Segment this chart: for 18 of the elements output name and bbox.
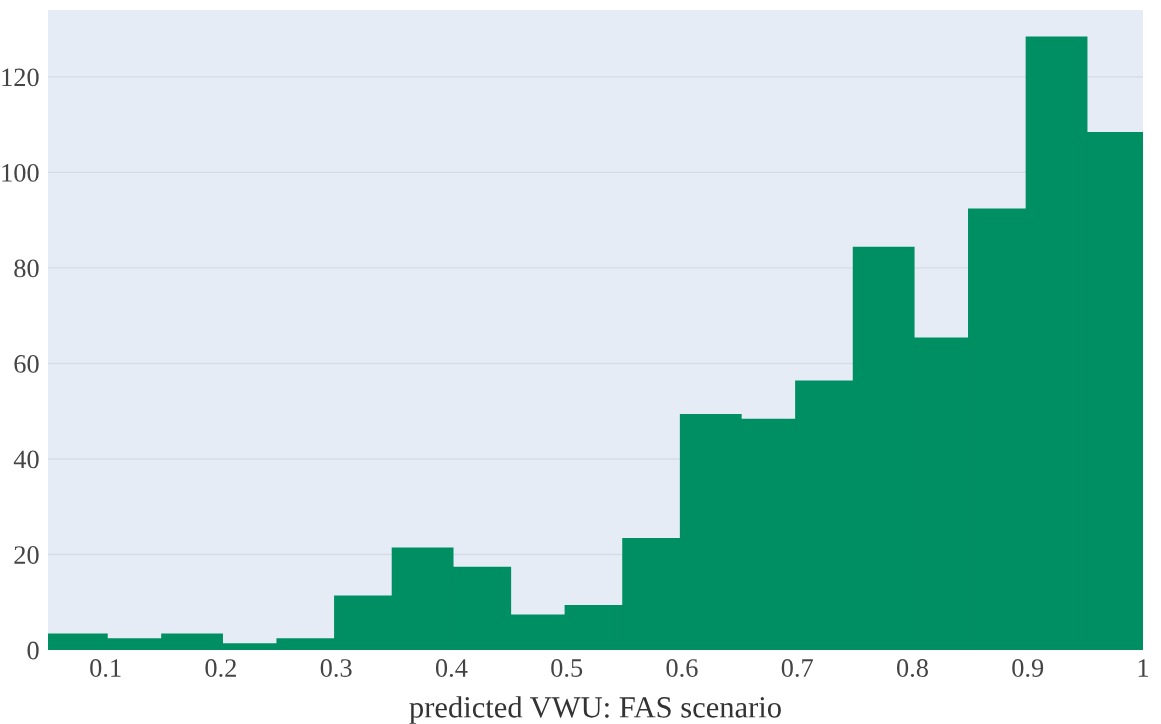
x-tick-label: 0.4 bbox=[435, 659, 468, 678]
x-tick-label: 0.8 bbox=[896, 659, 928, 678]
x-tick-label: 0.7 bbox=[781, 659, 813, 678]
y-tick-label: 80 bbox=[14, 259, 39, 278]
x-tick-label: 0.2 bbox=[205, 659, 236, 678]
x-tick-label: 0.5 bbox=[551, 659, 583, 678]
y-tick-label: 0 bbox=[27, 641, 39, 660]
x-axis-title: predicted VWU: FAS scenario bbox=[409, 696, 781, 724]
x-tick-label: 1 bbox=[1138, 659, 1149, 677]
x-tick-label: 0.1 bbox=[90, 659, 121, 678]
y-tick-label: 100 bbox=[2, 164, 39, 182]
y-tick-label: 20 bbox=[14, 546, 39, 564]
x-tick-label: 0.9 bbox=[1012, 659, 1044, 678]
y-tick-label: 120 bbox=[2, 68, 39, 87]
x-tick-label: 0.3 bbox=[320, 659, 352, 678]
y-tick-label: 40 bbox=[13, 450, 39, 469]
x-tick-label: 0.6 bbox=[666, 659, 698, 678]
y-tick-label: 60 bbox=[14, 355, 39, 373]
